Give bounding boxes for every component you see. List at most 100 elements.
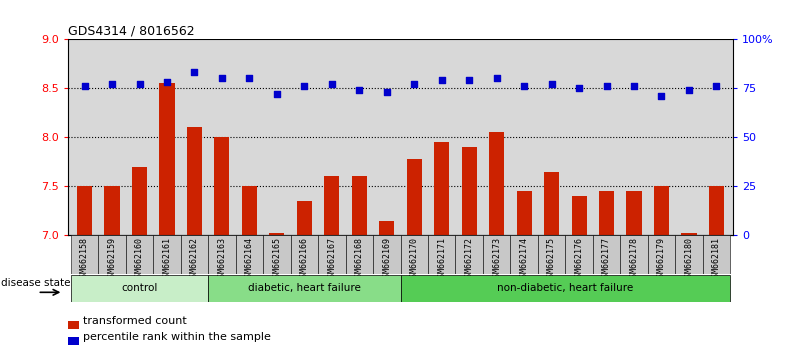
Point	[682, 87, 695, 93]
Text: GSM662172: GSM662172	[465, 237, 473, 282]
Text: GSM662164: GSM662164	[245, 237, 254, 282]
Bar	[654, 186, 669, 235]
Point	[215, 75, 228, 81]
Bar	[235, 235, 264, 274]
Bar	[345, 235, 373, 274]
Bar	[544, 172, 559, 235]
Point	[298, 83, 311, 89]
Point	[353, 87, 366, 93]
Text: GDS4314 / 8016562: GDS4314 / 8016562	[68, 25, 195, 38]
Bar	[153, 235, 181, 274]
Bar	[537, 235, 566, 274]
Text: GSM662170: GSM662170	[410, 237, 419, 282]
Bar	[132, 167, 147, 235]
Text: GSM662168: GSM662168	[355, 237, 364, 282]
Text: GSM662178: GSM662178	[630, 237, 638, 282]
Text: GSM662163: GSM662163	[217, 237, 227, 282]
Text: GSM662174: GSM662174	[520, 237, 529, 282]
Bar	[682, 233, 697, 235]
Bar	[648, 235, 675, 274]
Point	[517, 83, 530, 89]
Bar	[70, 275, 208, 302]
Point	[106, 81, 119, 87]
Bar	[379, 221, 394, 235]
Text: GSM662169: GSM662169	[382, 237, 391, 282]
Bar	[187, 127, 202, 235]
Point	[380, 89, 393, 95]
Text: diabetic, heart failure: diabetic, heart failure	[248, 283, 360, 293]
Bar	[324, 176, 340, 235]
Bar	[99, 235, 126, 274]
Point	[133, 81, 146, 87]
Bar	[456, 235, 483, 274]
Bar	[208, 275, 400, 302]
Point	[435, 78, 448, 83]
Bar	[675, 235, 702, 274]
Bar	[68, 321, 78, 329]
Point	[188, 69, 201, 75]
Point	[160, 79, 173, 85]
Bar	[510, 235, 537, 274]
Text: GSM662176: GSM662176	[574, 237, 584, 282]
Bar	[593, 235, 620, 274]
Text: GSM662158: GSM662158	[80, 237, 89, 282]
Bar	[68, 337, 78, 345]
Text: percentile rank within the sample: percentile rank within the sample	[83, 332, 272, 342]
Bar	[620, 235, 648, 274]
Bar	[159, 83, 175, 235]
Text: GSM662165: GSM662165	[272, 237, 281, 282]
Point	[655, 93, 668, 99]
Point	[78, 83, 91, 89]
Text: control: control	[121, 283, 158, 293]
Text: GSM662159: GSM662159	[107, 237, 116, 282]
Point	[600, 83, 613, 89]
Text: GSM662177: GSM662177	[602, 237, 611, 282]
Text: GSM662181: GSM662181	[712, 237, 721, 282]
Bar	[517, 191, 532, 235]
Bar	[434, 142, 449, 235]
Point	[628, 83, 641, 89]
Bar	[626, 191, 642, 235]
Text: non-diabetic, heart failure: non-diabetic, heart failure	[497, 283, 634, 293]
Point	[463, 78, 476, 83]
Bar	[407, 159, 422, 235]
Text: GSM662179: GSM662179	[657, 237, 666, 282]
Bar	[264, 235, 291, 274]
Bar	[291, 235, 318, 274]
Text: GSM662171: GSM662171	[437, 237, 446, 282]
Bar	[208, 235, 235, 274]
Bar	[428, 235, 456, 274]
Text: transformed count: transformed count	[83, 316, 187, 326]
Bar	[269, 233, 284, 235]
Text: GSM662167: GSM662167	[328, 237, 336, 282]
Bar	[297, 201, 312, 235]
Point	[490, 75, 503, 81]
Bar	[70, 235, 99, 274]
Bar	[352, 176, 367, 235]
Text: GSM662161: GSM662161	[163, 237, 171, 282]
Bar	[242, 186, 257, 235]
Bar	[572, 196, 586, 235]
Bar	[181, 235, 208, 274]
Bar	[400, 275, 731, 302]
Point	[325, 81, 338, 87]
Text: GSM662160: GSM662160	[135, 237, 144, 282]
Text: GSM662166: GSM662166	[300, 237, 309, 282]
Point	[710, 83, 723, 89]
Point	[408, 81, 421, 87]
Bar	[373, 235, 400, 274]
Bar	[215, 137, 229, 235]
Bar	[461, 147, 477, 235]
Bar	[709, 186, 724, 235]
Bar	[318, 235, 345, 274]
Bar	[566, 235, 593, 274]
Bar	[104, 186, 119, 235]
Text: GSM662173: GSM662173	[492, 237, 501, 282]
Point	[243, 75, 256, 81]
Text: GSM662175: GSM662175	[547, 237, 556, 282]
Bar	[483, 235, 510, 274]
Point	[271, 91, 284, 97]
Bar	[77, 186, 92, 235]
Bar	[489, 132, 504, 235]
Point	[573, 85, 586, 91]
